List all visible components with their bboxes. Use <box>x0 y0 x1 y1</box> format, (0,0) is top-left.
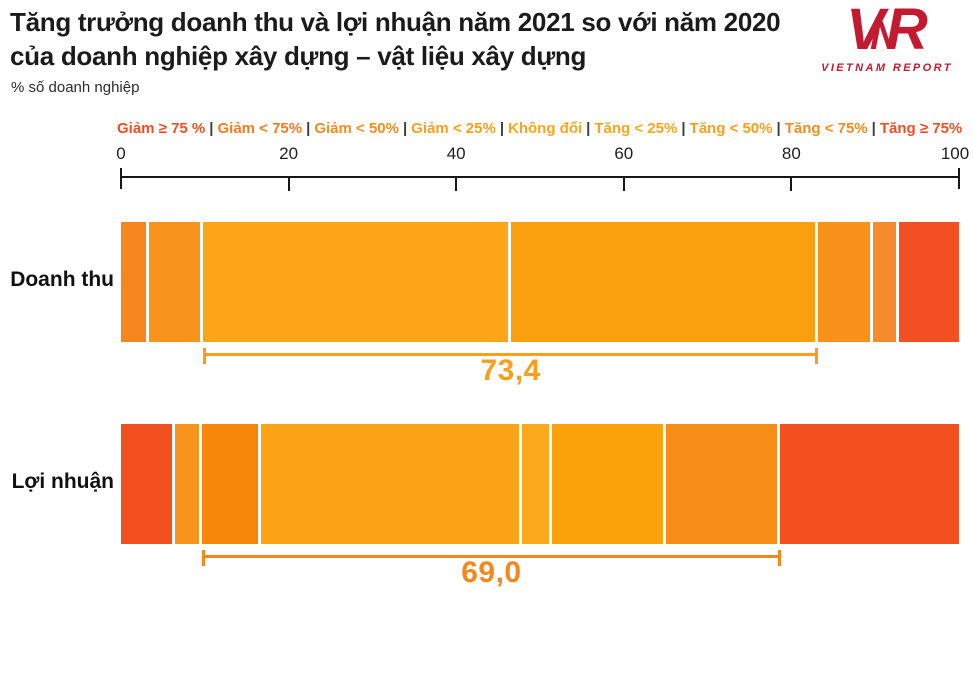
bracket-cap-left <box>202 550 206 566</box>
legend-item: Tăng < 75% <box>784 120 868 137</box>
bracket-value-label: 69,0 <box>461 556 522 589</box>
axis-tick-label: 0 <box>116 144 126 163</box>
vnr-logo-letter: R <box>885 0 928 62</box>
bracket-cap-right <box>815 348 819 364</box>
axis-tick-mark <box>287 178 290 191</box>
measure-bracket <box>203 348 819 364</box>
vnr-logo: VNR VIETNAM REPORT <box>807 0 967 74</box>
bar-segment <box>818 222 873 342</box>
bar-segment <box>203 222 511 342</box>
chart-title: Tăng trưởng doanh thu và lợi nhuận năm 2… <box>10 5 781 73</box>
legend-item: Tăng ≥ 75% <box>879 120 963 137</box>
bar-segment <box>121 222 149 342</box>
bar-segment <box>202 424 261 544</box>
bar-segment <box>665 424 781 544</box>
bar-segment <box>551 424 666 544</box>
bracket-value-label: 73,4 <box>480 354 541 387</box>
bar-segment <box>121 424 176 544</box>
axis-tick-label: 60 <box>614 144 634 163</box>
bar-label: Doanh thu <box>10 268 114 291</box>
bar-segment <box>522 424 552 544</box>
bar-segment <box>872 222 900 342</box>
axis-tick-mark <box>455 178 458 191</box>
axis-tick-mark <box>958 168 960 189</box>
vnr-logo-mark: VNR <box>807 0 967 62</box>
vnr-logo-letter: V <box>846 0 885 62</box>
legend-separator: | <box>776 120 781 137</box>
legend-item: Không đổi <box>508 120 583 137</box>
bar-segment <box>175 424 203 544</box>
chart-title-line-2: của doanh nghiệp xây dựng – vật liệu xây… <box>10 41 587 71</box>
legend-separator: | <box>499 120 505 137</box>
legend-separator: | <box>681 120 686 137</box>
bar-segment <box>148 222 204 342</box>
legend-item: Giảm < 75% <box>217 120 303 137</box>
bar-segment <box>780 424 959 544</box>
legend-item: Giảm ≥ 75 % <box>117 120 206 137</box>
bracket-cap-right <box>777 550 781 566</box>
axis-tick-label: 100 <box>940 144 970 163</box>
vnr-logo-letter: N <box>869 14 899 58</box>
axis-tick-label: 20 <box>279 144 299 163</box>
chart-title-line-1: Tăng trưởng doanh thu và lợi nhuận năm 2… <box>10 7 781 37</box>
stacked-bar <box>121 424 959 544</box>
axis-line <box>121 176 959 178</box>
axis-tick-mark <box>120 168 122 189</box>
legend-item: Giảm < 25% <box>411 120 496 137</box>
bar-segment <box>260 424 523 544</box>
legend-item: Tăng < 25% <box>594 120 678 137</box>
axis-tick-label: 40 <box>446 144 466 163</box>
bracket-cap-left <box>203 348 207 364</box>
axis-tick-mark <box>622 178 625 191</box>
bracket-line <box>202 555 781 558</box>
legend-separator: | <box>402 120 408 137</box>
legend-separator: | <box>209 120 214 137</box>
legend: Giảm ≥ 75 % | Giảm < 75% | Giảm < 50% | Giảm <… <box>117 120 967 137</box>
bar-label: Lợi nhuận <box>11 470 114 493</box>
measure-bracket <box>202 550 781 566</box>
bracket-line <box>203 353 819 356</box>
axis-tick-label: 80 <box>781 144 801 163</box>
stacked-bar <box>121 222 959 342</box>
legend-separator: | <box>586 120 591 137</box>
bar-segment <box>899 222 959 342</box>
legend-item: Giảm < 50% <box>314 120 399 137</box>
axis-unit-label: % số doanh nghiệp <box>11 79 140 96</box>
legend-separator: | <box>871 120 876 137</box>
vnr-logo-caption: VIETNAM REPORT <box>821 62 953 74</box>
legend-item: Tăng < 50% <box>689 120 773 137</box>
legend-separator: | <box>306 120 311 137</box>
bar-segment <box>510 222 819 342</box>
axis-tick-mark <box>790 178 793 191</box>
